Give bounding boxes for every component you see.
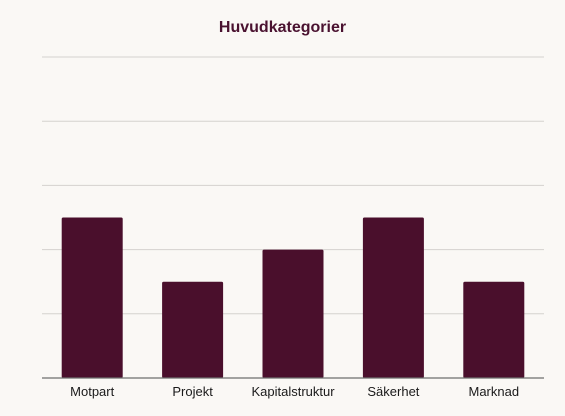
x-tick-label: Projekt <box>172 384 213 399</box>
bar-säkerhet <box>362 217 424 378</box>
bars <box>61 217 525 378</box>
x-tick-label: Kapitalstruktur <box>251 384 335 399</box>
x-tick-label: Motpart <box>70 384 114 399</box>
bar-kapitalstruktur <box>262 249 324 378</box>
x-tick-label: Marknad <box>469 384 520 399</box>
bar-projekt <box>162 281 224 378</box>
x-tick-labels: Motpart Projekt Kapitalstruktur Säkerhet Mar… <box>70 384 519 399</box>
x-tick-label: Säkerhet <box>367 384 419 399</box>
chart-title: Huvudkategorier <box>218 19 347 36</box>
bar-marknad <box>463 281 525 378</box>
bar-motpart <box>61 217 123 378</box>
